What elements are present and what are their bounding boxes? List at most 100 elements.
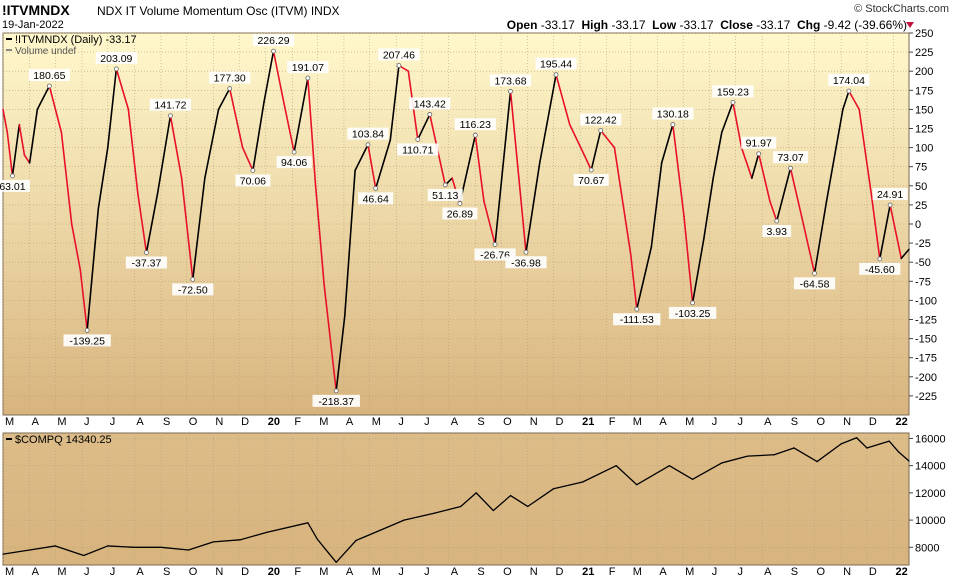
x-tick-label: A bbox=[32, 566, 40, 578]
x-tick-label: 21 bbox=[582, 416, 594, 428]
ohlc-readout: Open -33.17 High -33.17 Low -33.17 Close… bbox=[507, 18, 907, 32]
series-segment bbox=[324, 548, 337, 563]
annotation-box bbox=[63, 334, 111, 347]
annotation-box bbox=[409, 97, 451, 110]
annotation-label: 46.64 bbox=[363, 193, 389, 205]
annotation-marker bbox=[10, 173, 15, 179]
y-tick-label: -200 bbox=[915, 372, 937, 384]
x-tick-label: S bbox=[477, 416, 484, 428]
series-segment bbox=[169, 114, 183, 179]
x-tick-label: N bbox=[843, 416, 851, 428]
series-segment bbox=[825, 108, 844, 202]
x-tick-label: N bbox=[530, 566, 538, 578]
annotation-box bbox=[859, 262, 901, 275]
series-segment bbox=[889, 204, 903, 260]
x-tick-label: S bbox=[791, 566, 798, 578]
series-segment bbox=[769, 200, 778, 222]
x-tick-label: J bbox=[398, 566, 404, 578]
annotation-box bbox=[287, 61, 329, 74]
series-segment bbox=[813, 200, 828, 275]
x-tick-label: M bbox=[319, 416, 328, 428]
annotation-box bbox=[442, 207, 478, 220]
series-segment bbox=[613, 146, 632, 256]
annotation-marker bbox=[373, 185, 379, 191]
x-tick-label: A bbox=[659, 416, 667, 428]
annotation-label: 26.89 bbox=[447, 208, 473, 220]
series-segment bbox=[204, 108, 220, 179]
x-tick-label: J bbox=[110, 566, 116, 578]
annotation-box bbox=[347, 127, 389, 140]
series-segment bbox=[660, 123, 674, 164]
annotation-box bbox=[772, 151, 808, 164]
x-tick-label: A bbox=[32, 416, 40, 428]
annotation-label: 180.65 bbox=[33, 70, 65, 82]
plot-background bbox=[2, 432, 910, 566]
series-segment bbox=[18, 123, 26, 157]
annotation-marker bbox=[523, 249, 529, 255]
series-segment bbox=[494, 90, 512, 246]
x-tick-label: J bbox=[712, 416, 718, 428]
annotation-marker bbox=[457, 201, 463, 206]
x-tick-label: J bbox=[424, 416, 430, 428]
x-tick-label: N bbox=[843, 566, 851, 578]
x-tick-label: M bbox=[633, 566, 642, 578]
series-segment bbox=[36, 85, 51, 111]
series-segment bbox=[636, 465, 671, 486]
series-segment bbox=[293, 77, 309, 153]
series-segment bbox=[343, 169, 356, 317]
x-tick-label: M bbox=[5, 416, 14, 428]
x-tick-label: 20 bbox=[268, 566, 280, 578]
series-segment bbox=[367, 143, 377, 190]
x-tick-label: J bbox=[424, 566, 430, 578]
annotation-marker bbox=[887, 202, 893, 208]
annotation-label: -36.98 bbox=[511, 257, 541, 269]
series-segment bbox=[70, 223, 82, 271]
annotation-box bbox=[474, 248, 516, 261]
annotation-label: -37.37 bbox=[132, 258, 162, 270]
series-segment bbox=[374, 139, 392, 190]
annotation-box bbox=[397, 143, 439, 156]
y-tick-label: 12000 bbox=[915, 488, 946, 500]
annotation-label: -26.76 bbox=[480, 249, 510, 261]
annotation-box bbox=[378, 48, 420, 61]
series-segment bbox=[2, 108, 9, 134]
annotation-marker bbox=[113, 66, 119, 72]
x-tick-label: O bbox=[189, 416, 198, 428]
series-segment bbox=[691, 462, 723, 480]
y-tick-label: 175 bbox=[915, 85, 933, 97]
series-segment bbox=[740, 146, 753, 179]
x-tick-label: D bbox=[241, 416, 249, 428]
annotation-marker bbox=[846, 88, 852, 94]
y-tick-label: 10000 bbox=[915, 515, 946, 527]
annotation-box bbox=[358, 192, 394, 205]
annotation-marker bbox=[492, 242, 498, 247]
series-segment bbox=[483, 200, 496, 246]
series-segment bbox=[381, 519, 405, 531]
series-segment bbox=[191, 177, 206, 281]
annotation-box bbox=[312, 394, 360, 407]
x-tick-label: D bbox=[555, 416, 563, 428]
annotation-box bbox=[652, 107, 694, 120]
annotation-box bbox=[95, 51, 137, 64]
annotation-label: 63.01 bbox=[0, 181, 26, 193]
annotation-label: 51.13 bbox=[432, 190, 458, 202]
series-segment bbox=[720, 101, 734, 134]
series-segment bbox=[60, 131, 73, 225]
annotation-marker bbox=[365, 142, 371, 148]
annotation-label: -72.50 bbox=[178, 284, 208, 296]
x-tick-label: D bbox=[869, 416, 877, 428]
x-tick-label: A bbox=[451, 566, 459, 578]
x-tick-label: M bbox=[685, 416, 694, 428]
x-tick-label: F bbox=[294, 566, 301, 578]
annotation-label: 3.93 bbox=[767, 226, 788, 238]
annotation-box bbox=[613, 313, 661, 326]
y-tick-label: -175 bbox=[915, 353, 937, 365]
annotation-marker bbox=[812, 270, 817, 276]
annotation-label: 191.07 bbox=[292, 62, 324, 74]
stockcharts-credit[interactable]: © StockCharts.com bbox=[854, 3, 949, 15]
series-segment bbox=[145, 192, 159, 254]
annotation-label: 116.23 bbox=[460, 119, 491, 131]
series-segment bbox=[228, 87, 244, 149]
x-tick-label: 20 bbox=[268, 416, 280, 428]
series-segment bbox=[555, 73, 571, 126]
